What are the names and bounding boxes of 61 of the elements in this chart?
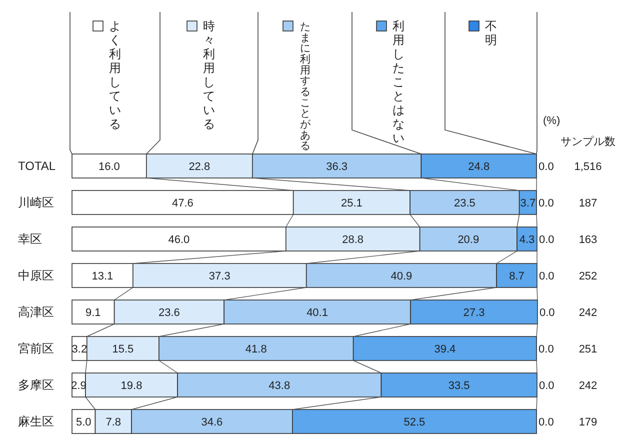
text: (%) <box>543 115 560 127</box>
data-label: 47.6 <box>172 198 194 210</box>
y2-tick-label: 163 <box>578 234 598 246</box>
data-label: 36.3 <box>326 161 348 173</box>
data-label: 0.0 <box>538 416 554 428</box>
data-label: 43.8 <box>268 380 290 392</box>
y-tick-label: 中原区 <box>18 268 54 282</box>
data-label: 23.6 <box>158 307 180 319</box>
data-label: 33.5 <box>448 380 470 392</box>
y-tick-label: 多摩区 <box>18 378 54 392</box>
data-label: 27.3 <box>463 307 485 319</box>
y-tick-label: 麻生区 <box>18 414 54 428</box>
y-tick-label: TOTAL <box>18 159 56 173</box>
data-label: 52.5 <box>404 416 426 428</box>
data-label: 5.0 <box>76 416 92 428</box>
data-label: 46.0 <box>168 234 190 246</box>
data-label: 20.9 <box>458 234 480 246</box>
y2-tick-label: 179 <box>578 416 598 428</box>
data-label: 25.1 <box>340 198 362 210</box>
y-tick-label: 宮前区 <box>18 342 54 356</box>
text: サンプル数 <box>560 135 616 148</box>
data-label: 41.8 <box>245 344 267 356</box>
data-label: 34.6 <box>201 416 223 428</box>
data-label: 24.8 <box>468 161 490 173</box>
data-label: 16.0 <box>98 161 120 173</box>
data-label: 22.8 <box>188 161 210 173</box>
y2-tick-label: 242 <box>578 380 598 392</box>
data-label: 7.8 <box>106 416 122 428</box>
y-tick-label: 川崎区 <box>18 196 54 210</box>
legend-label: 不明 <box>485 19 497 47</box>
text: たまに利用することがある <box>300 22 310 152</box>
y2-tick-label: 1,516 <box>574 161 602 173</box>
data-label: 39.4 <box>434 344 456 356</box>
text: 利用したことはない <box>392 19 404 145</box>
data-label: 0.0 <box>539 380 554 392</box>
y2-tick-label: 252 <box>578 270 598 282</box>
data-label: 0.0 <box>538 344 554 356</box>
legend-label: よく利用している <box>109 19 121 131</box>
data-label: 0.0 <box>539 234 554 246</box>
data-label: 3.7 <box>520 198 536 210</box>
y2-tick-label: 187 <box>578 198 598 210</box>
data-label: 40.1 <box>306 307 328 319</box>
legend-label: 時々利用している <box>203 19 215 131</box>
data-label: 19.8 <box>120 380 142 392</box>
data-label: 40.9 <box>390 270 412 282</box>
y2-tick-label: 251 <box>578 344 598 356</box>
data-label: 28.8 <box>342 234 364 246</box>
data-label: 37.3 <box>208 270 230 282</box>
data-label: 15.5 <box>112 344 134 356</box>
data-label: 0.0 <box>539 307 555 319</box>
data-label: 4.3 <box>519 234 535 246</box>
data-label: 0.0 <box>538 161 554 173</box>
data-label: 13.1 <box>92 270 114 282</box>
y-tick-label: 高津区 <box>18 305 54 319</box>
data-label: 0.0 <box>539 270 554 282</box>
data-label: 23.5 <box>454 198 476 210</box>
y-tick-label: 幸区 <box>18 232 42 246</box>
data-label: 0.0 <box>538 198 554 210</box>
y2-tick-label: 242 <box>578 307 598 319</box>
data-label: 9.1 <box>86 307 101 319</box>
data-label: 8.7 <box>509 270 524 282</box>
